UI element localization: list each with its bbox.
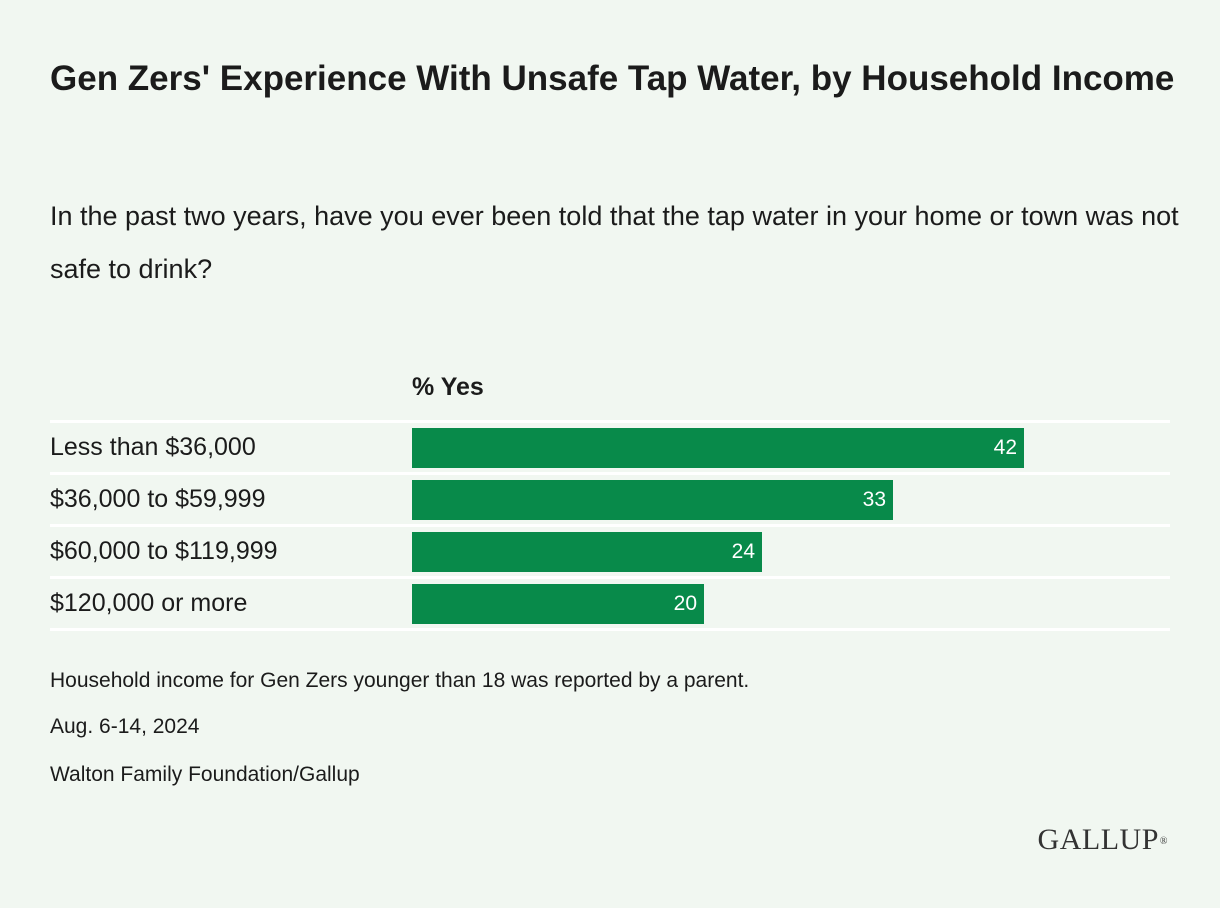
bar: 33 — [412, 480, 893, 520]
row-divider — [50, 576, 1170, 579]
bar: 24 — [412, 532, 762, 572]
row-divider — [50, 472, 1170, 475]
row-divider — [50, 420, 1170, 423]
bar-row: Less than $36,000 42 — [50, 420, 1170, 472]
category-label: Less than $36,000 — [50, 433, 256, 461]
bar: 20 — [412, 584, 704, 624]
chart-subtitle: In the past two years, have you ever bee… — [50, 201, 1179, 284]
footnote-dates: Aug. 6-14, 2024 — [50, 715, 200, 738]
gallup-logo-text: GALLUP — [1037, 823, 1159, 856]
footnote-source: Walton Family Foundation/Gallup — [50, 763, 360, 786]
category-label: $120,000 or more — [50, 589, 248, 617]
bar-value-label: 20 — [673, 592, 697, 615]
chart-title: Gen Zers' Experience With Unsafe Tap Wat… — [50, 59, 1175, 98]
row-divider — [50, 628, 1170, 631]
bar-row: $120,000 or more 20 — [50, 576, 1170, 628]
bar-row: $60,000 to $119,999 24 — [50, 524, 1170, 576]
category-label: $60,000 to $119,999 — [50, 537, 278, 565]
bar-value-label: 42 — [993, 436, 1017, 459]
registered-mark-icon: ® — [1159, 836, 1168, 847]
bar: 42 — [412, 428, 1024, 468]
footnote-note: Household income for Gen Zers younger th… — [50, 669, 750, 692]
bar-value-label: 24 — [731, 540, 755, 563]
gallup-logo: GALLUP® — [1038, 822, 1168, 858]
category-label: $36,000 to $59,999 — [50, 485, 266, 513]
row-divider — [50, 524, 1170, 527]
bar-row: $36,000 to $59,999 33 — [50, 472, 1170, 524]
bar-value-label: 33 — [862, 488, 886, 511]
column-header: % Yes — [412, 373, 484, 401]
bar-chart: Less than $36,000 42 $36,000 to $59,999 33 $… — [50, 420, 1170, 631]
